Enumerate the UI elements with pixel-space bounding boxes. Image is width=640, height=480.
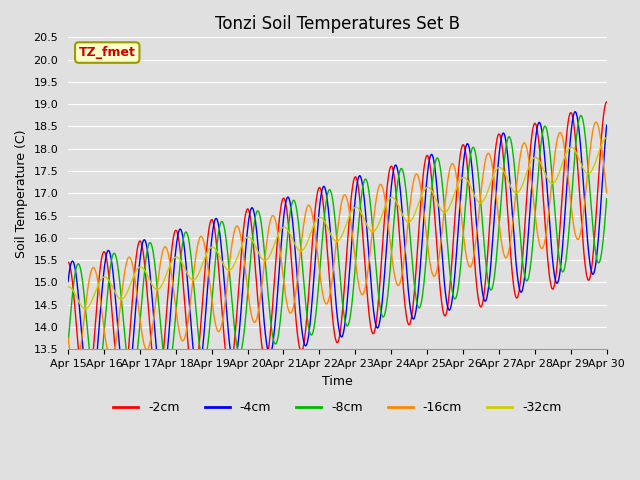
- Title: Tonzi Soil Temperatures Set B: Tonzi Soil Temperatures Set B: [215, 15, 460, 33]
- Y-axis label: Soil Temperature (C): Soil Temperature (C): [15, 129, 28, 258]
- Legend: -2cm, -4cm, -8cm, -16cm, -32cm: -2cm, -4cm, -8cm, -16cm, -32cm: [108, 396, 566, 419]
- Text: TZ_fmet: TZ_fmet: [79, 46, 136, 59]
- X-axis label: Time: Time: [322, 374, 353, 387]
